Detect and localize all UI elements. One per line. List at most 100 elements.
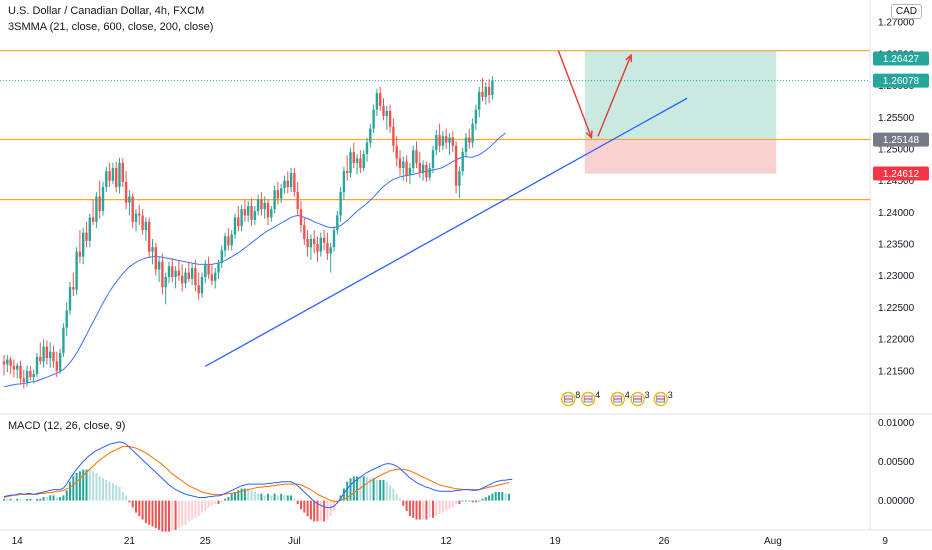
macd-histogram-bar <box>197 500 200 517</box>
currency-badge[interactable]: CAD <box>890 4 922 19</box>
candle <box>6 354 9 373</box>
macd-histogram-bar <box>379 479 382 501</box>
candle <box>157 256 161 283</box>
arrow-head-2 <box>625 53 633 63</box>
candle <box>233 213 237 239</box>
macd-legend[interactable]: MACD (12, 26, close, 9) <box>8 420 126 432</box>
candle <box>2 354 6 376</box>
candle-body <box>428 167 431 178</box>
macd-histogram-bar <box>306 500 309 517</box>
macd-histogram-bar <box>273 493 276 501</box>
candle-body <box>230 234 233 246</box>
macd-histogram-bar <box>392 488 395 501</box>
candle-body <box>256 199 260 212</box>
macd-histogram-bar <box>102 478 104 501</box>
candle <box>471 118 474 148</box>
candle <box>362 150 365 172</box>
candle <box>19 360 22 384</box>
price-label-text: 1.26078 <box>883 76 920 87</box>
candle <box>478 86 481 118</box>
stop-zone <box>584 139 777 174</box>
price-tick-label: 1.25500 <box>878 113 915 124</box>
macd-histogram-bar <box>260 493 263 501</box>
candle <box>22 369 25 389</box>
candle-body <box>22 378 25 383</box>
candle <box>319 232 322 257</box>
candle <box>372 104 375 134</box>
macd-histogram-bar <box>214 500 217 505</box>
time-axis[interactable]: 142125Jul121926Aug916 <box>12 536 932 547</box>
candle <box>138 204 141 226</box>
candle-body <box>441 136 445 146</box>
candle-body <box>2 361 6 365</box>
macd-histogram-bar <box>405 500 408 511</box>
candle <box>210 264 214 286</box>
price-label-bg <box>873 166 929 181</box>
macd-histogram-bar <box>227 497 230 501</box>
candle <box>454 141 458 194</box>
horizontal-levels[interactable] <box>0 50 870 201</box>
position-zones <box>584 50 777 174</box>
candle-body <box>464 137 468 153</box>
candle-body <box>214 272 217 281</box>
projection-arrows[interactable] <box>557 50 633 140</box>
indicator-legend[interactable]: 3SMMA (21, close, 600, close, 200, close… <box>8 21 214 33</box>
macd-histogram-bar <box>243 488 246 501</box>
macd-histogram-bar <box>461 500 464 502</box>
macd-histogram-bar <box>224 498 227 501</box>
macd-histogram-bar <box>82 469 85 501</box>
macd-histogram-bar <box>72 476 75 501</box>
event-flag-icon: 3 <box>653 390 673 407</box>
candle <box>388 104 392 134</box>
candle <box>204 259 207 284</box>
candle-body <box>207 264 210 275</box>
macd-signal-line <box>3 446 510 502</box>
candle <box>25 365 29 387</box>
candle <box>369 123 372 148</box>
candle <box>141 209 144 235</box>
macd-histogram-bar <box>26 498 29 501</box>
candle-body <box>313 238 316 245</box>
candle <box>88 213 91 248</box>
event-markers[interactable]: 8 4 4 3 3 <box>561 390 673 407</box>
candle-body <box>289 173 293 187</box>
candle-body <box>316 244 319 252</box>
candle <box>382 98 385 121</box>
macd-histogram-bar <box>478 500 481 502</box>
candle-body <box>408 167 412 176</box>
candle <box>379 86 382 111</box>
macd-histogram-bar <box>69 481 71 501</box>
macd-histogram-bar <box>481 498 484 501</box>
macd-histogram-bar <box>491 493 494 501</box>
macd-histogram-bar <box>158 500 161 530</box>
price-tick-label: 1.21500 <box>878 366 915 377</box>
trendline[interactable] <box>204 97 688 367</box>
macd-histogram-bar <box>148 500 151 525</box>
time-tick-label: 26 <box>658 536 670 547</box>
macd-histogram-bar <box>234 491 236 501</box>
target-zone <box>584 50 777 140</box>
candle-body <box>6 359 9 365</box>
macd-histogram-bar <box>45 497 48 501</box>
candle-body <box>95 196 98 222</box>
event-flag-icon: 4 <box>610 390 630 407</box>
candle-body <box>42 346 45 362</box>
candle-body <box>421 164 425 174</box>
candle-body <box>395 145 398 159</box>
macd-histogram-bar <box>220 500 223 503</box>
macd-histogram-bar <box>349 478 352 501</box>
macd-histogram-bar <box>230 493 233 501</box>
macd-histogram-bar <box>181 500 184 527</box>
candle-body <box>365 142 369 155</box>
macd-histogram-bar <box>135 500 137 513</box>
candle <box>148 217 151 258</box>
candle <box>276 181 280 205</box>
candle <box>111 162 115 184</box>
macd-histogram-bar <box>168 500 170 532</box>
candle-body <box>174 270 177 277</box>
candle-body <box>65 310 68 328</box>
candle-body <box>243 209 247 216</box>
candle <box>280 183 283 203</box>
